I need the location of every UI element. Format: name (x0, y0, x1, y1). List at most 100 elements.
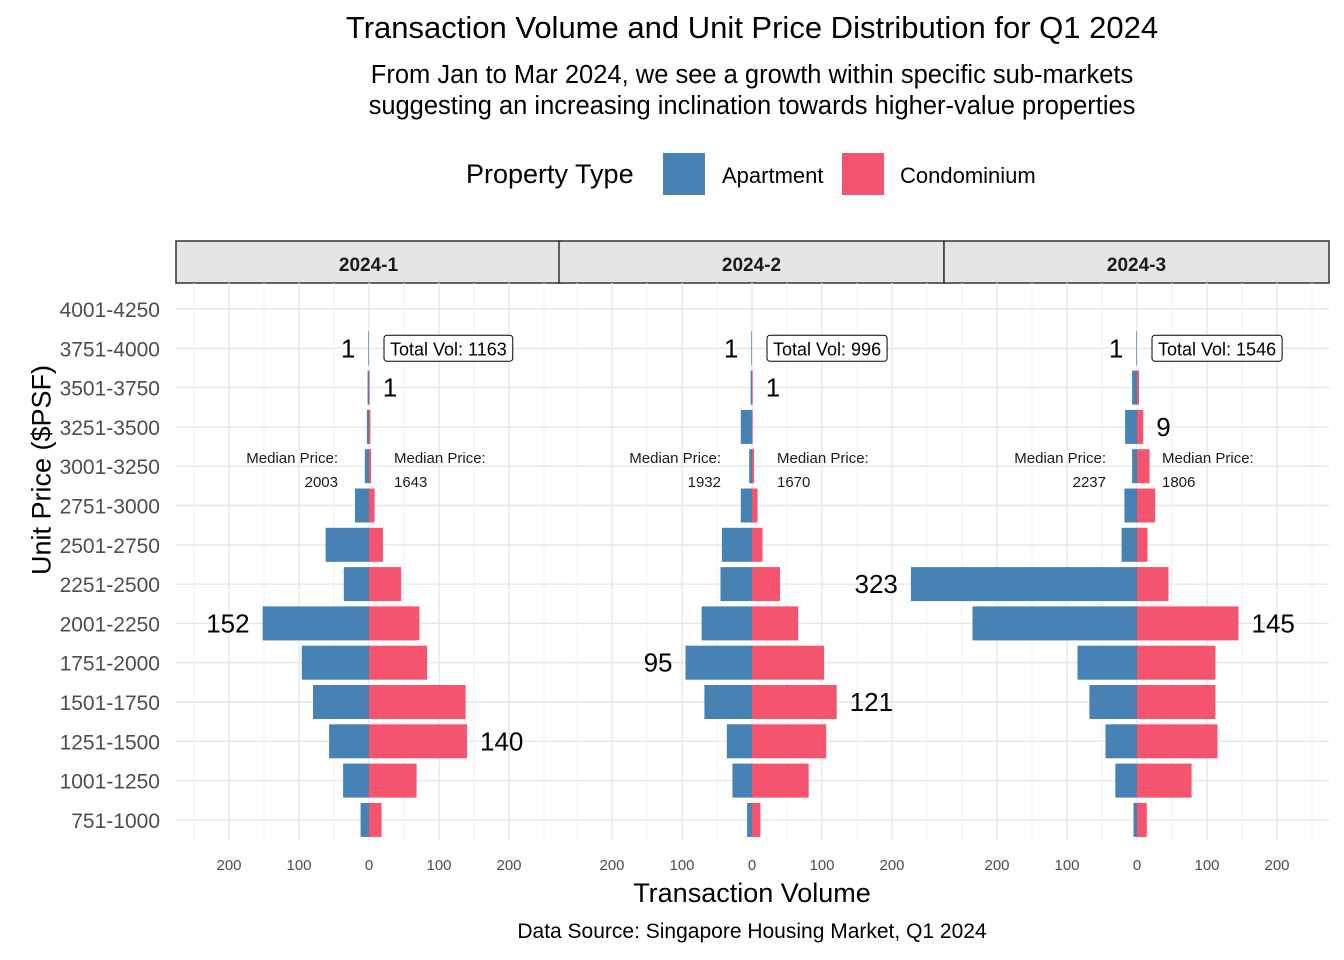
bar-apartment (732, 763, 752, 798)
bar-apartment (355, 488, 369, 523)
bar-condominium (752, 567, 780, 602)
bar-apartment (720, 567, 752, 602)
bar-apartment (750, 370, 752, 405)
data-label: 121 (850, 687, 893, 717)
bar-condominium (369, 606, 420, 641)
bar-apartment (368, 331, 369, 366)
bar-condominium (1137, 488, 1156, 523)
bar-apartment (1105, 724, 1137, 759)
y-tick-label: 3501-3750 (60, 378, 160, 401)
bar-condominium (369, 527, 383, 562)
bar-apartment (301, 645, 369, 680)
median-right-value: 1643 (394, 474, 427, 491)
y-tick-label: 751-1000 (71, 810, 160, 833)
bar-condominium (752, 488, 758, 523)
bar-apartment (364, 449, 369, 484)
facet-strip-label: 2024-3 (1107, 255, 1166, 276)
total-volume-box (383, 334, 514, 362)
total-volume-box (1151, 334, 1283, 362)
chart-subtitle: From Jan to Mar 2024, we see a growth wi… (368, 61, 1136, 120)
bar-condominium (1137, 763, 1192, 798)
median-right-value: 1670 (777, 474, 810, 491)
bar-apartment (1115, 763, 1137, 798)
total-volume-box (766, 334, 888, 362)
bar-apartment (1132, 449, 1137, 484)
y-tick-label: 2001-2250 (60, 613, 160, 636)
data-label: 1 (383, 373, 397, 403)
total-volume-label: Total Vol: 996 (773, 339, 881, 359)
data-label: 1 (341, 333, 355, 363)
bar-apartment (721, 527, 752, 562)
bar-condominium (369, 449, 372, 484)
y-tick-label: 4001-4250 (60, 299, 160, 322)
x-tick-label: 200 (216, 857, 241, 874)
bar-condominium (369, 685, 466, 719)
y-tick-label: 1001-1250 (60, 771, 160, 794)
bar-condominium (1137, 370, 1140, 405)
bar-condominium (1137, 409, 1144, 444)
bar-apartment (740, 488, 752, 523)
bar-condominium (369, 763, 417, 798)
bar-apartment (329, 724, 369, 759)
x-tick-label: 200 (599, 857, 624, 874)
y-tick-label: 1251-1500 (60, 731, 160, 754)
legend-title: Property Type (466, 159, 634, 189)
y-axis-title: Unit Price ($PSF) (26, 364, 57, 576)
x-tick-label: 200 (1264, 857, 1289, 874)
bar-apartment (1133, 802, 1137, 837)
bar-apartment (704, 685, 752, 719)
median-left-value: 1932 (688, 474, 721, 491)
legend-label-apartment: Apartment (722, 163, 824, 188)
bar-condominium (1137, 724, 1218, 759)
bar-condominium (752, 685, 837, 719)
bar-apartment (325, 527, 369, 562)
y-tick-label: 2751-3000 (60, 496, 160, 519)
bar-apartment (701, 606, 752, 641)
bar-apartment (749, 449, 752, 484)
median-left-value: 2003 (305, 474, 338, 491)
bar-apartment (1125, 409, 1137, 444)
bar-apartment (1077, 645, 1137, 680)
median-left-label: Median Price: (1014, 450, 1106, 467)
data-label: 1 (766, 373, 780, 403)
bar-apartment (1132, 370, 1137, 405)
y-tick-label: 1751-2000 (60, 653, 160, 676)
bar-apartment (313, 685, 369, 719)
bar-apartment (751, 331, 752, 366)
x-tick-label: 100 (426, 857, 451, 874)
x-tick-label: 100 (809, 857, 834, 874)
x-tick-label: 200 (984, 857, 1009, 874)
bar-condominium (752, 802, 761, 837)
x-tick-label: 100 (1054, 857, 1079, 874)
bar-condominium (752, 409, 753, 444)
median-right-label: Median Price: (1162, 450, 1254, 467)
bar-apartment (1089, 685, 1137, 719)
bar-condominium (369, 370, 370, 405)
bar-apartment (1136, 331, 1137, 366)
total-volume-label: Total Vol: 1546 (1158, 339, 1276, 359)
x-axis-title: Transaction Volume (633, 878, 871, 908)
legend-key-apartment (663, 153, 705, 195)
y-tick-label: 1501-1750 (60, 692, 160, 715)
facet-strip (943, 240, 1330, 284)
bar-apartment (910, 567, 1137, 602)
bar-condominium (752, 645, 825, 680)
x-tick-label: 100 (286, 857, 311, 874)
bar-apartment (1121, 527, 1137, 562)
bar-condominium (369, 724, 467, 759)
bar-apartment (360, 802, 369, 837)
data-label: 1 (724, 333, 738, 363)
x-tick-label: 100 (669, 857, 694, 874)
bar-apartment (1124, 488, 1137, 523)
bar-condominium (752, 449, 755, 484)
total-volume-label: Total Vol: 1163 (390, 339, 507, 359)
x-tick-label: 200 (879, 857, 904, 874)
chart-caption: Data Source: Singapore Housing Market, Q… (517, 920, 987, 943)
bar-condominium (1137, 606, 1239, 641)
bar-condominium (752, 606, 799, 641)
y-tick-label: 3751-4000 (60, 338, 160, 361)
bar-condominium (369, 409, 371, 444)
bar-condominium (1137, 685, 1216, 719)
x-tick-label: 0 (365, 857, 373, 874)
bar-condominium (752, 370, 753, 405)
